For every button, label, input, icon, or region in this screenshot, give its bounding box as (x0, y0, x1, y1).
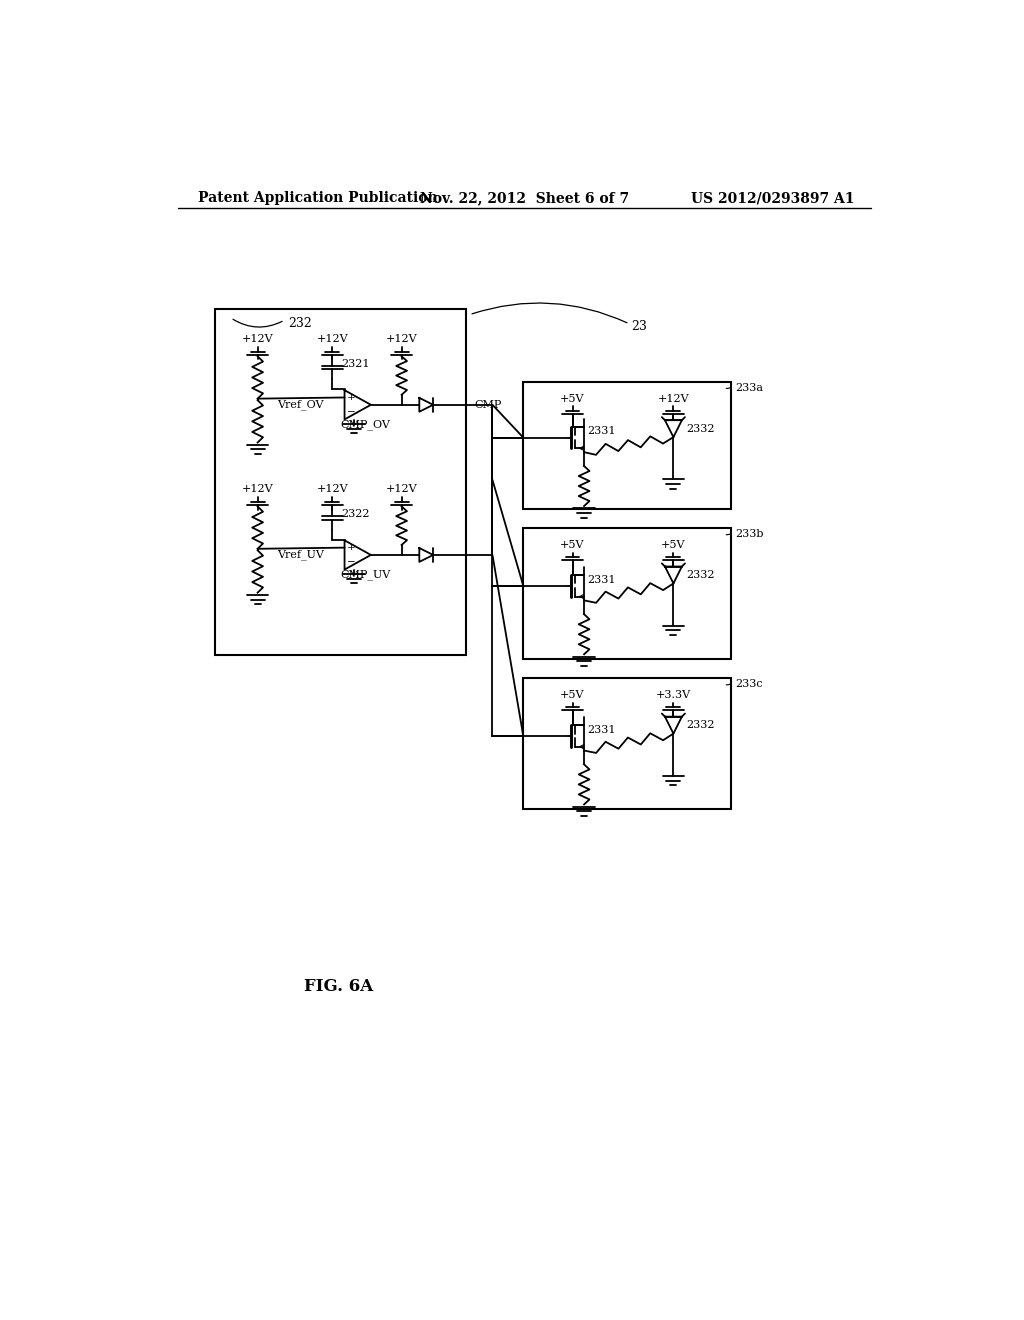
Text: 233b: 233b (735, 529, 764, 539)
Text: Nov. 22, 2012  Sheet 6 of 7: Nov. 22, 2012 Sheet 6 of 7 (420, 191, 630, 206)
Text: 2331: 2331 (587, 426, 615, 437)
Text: 2332: 2332 (686, 570, 715, 579)
Text: 2322: 2322 (342, 510, 370, 519)
Text: −: − (347, 558, 356, 566)
Text: +5V: +5V (560, 690, 585, 700)
Text: 2321: 2321 (342, 359, 370, 370)
Text: +5V: +5V (662, 540, 686, 550)
Text: 23: 23 (631, 319, 647, 333)
Text: +12V: +12V (242, 484, 273, 495)
Text: 232: 232 (289, 317, 312, 330)
Text: +5V: +5V (560, 393, 585, 404)
Text: 2331: 2331 (587, 725, 615, 735)
Text: 2331: 2331 (587, 574, 615, 585)
Bar (523, 528, 731, 659)
Text: +12V: +12V (386, 334, 418, 345)
Text: 2332: 2332 (686, 424, 715, 434)
Text: +: + (347, 543, 356, 552)
Text: +12V: +12V (386, 484, 418, 495)
Text: 2332: 2332 (686, 721, 715, 730)
Text: +3.3V: +3.3V (655, 690, 691, 700)
Text: Vref_UV: Vref_UV (276, 549, 324, 560)
Text: +: + (347, 393, 356, 403)
Text: CMP_UV: CMP_UV (340, 570, 390, 581)
Text: Vref_OV: Vref_OV (276, 400, 324, 411)
Text: +12V: +12V (316, 484, 348, 495)
Text: FIG. 6A: FIG. 6A (304, 978, 373, 995)
Text: +12V: +12V (242, 334, 273, 345)
Text: CMP: CMP (475, 400, 502, 409)
Text: Patent Application Publication: Patent Application Publication (199, 191, 438, 206)
Bar (523, 678, 731, 809)
Text: CMP_OV: CMP_OV (340, 420, 390, 430)
Bar (523, 381, 731, 508)
Text: 233c: 233c (735, 680, 763, 689)
Text: US 2012/0293897 A1: US 2012/0293897 A1 (691, 191, 854, 206)
Text: +12V: +12V (657, 393, 689, 404)
Text: 233a: 233a (735, 383, 763, 393)
Bar (215, 309, 466, 655)
Text: +12V: +12V (316, 334, 348, 345)
Text: −: − (347, 408, 356, 417)
Text: +5V: +5V (560, 540, 585, 550)
